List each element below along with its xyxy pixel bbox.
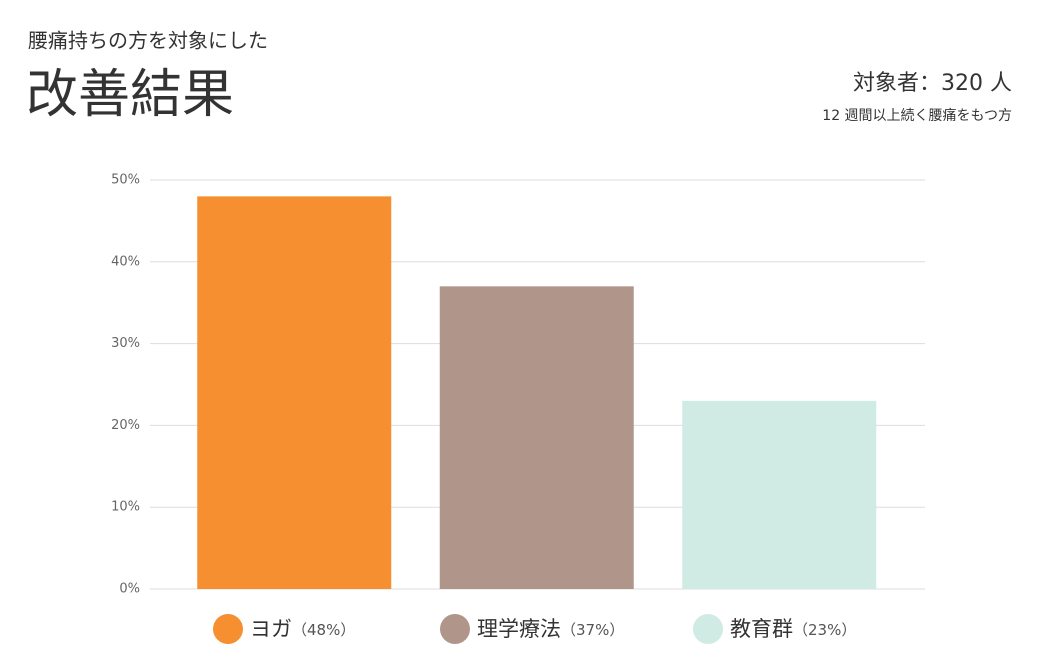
legend-value: （37%） [561, 621, 624, 639]
legend-value: （23%） [793, 621, 856, 639]
y-tick-label: 0% [119, 582, 140, 597]
legend-category: 教育群 [730, 617, 793, 641]
y-tick-label: 30% [111, 336, 140, 351]
legend-label: 理学療法（37%） [477, 617, 624, 641]
legend-swatch [693, 614, 723, 644]
chart-note-sub: 12 週間以上続く腰痛をもつ方 [822, 107, 1012, 124]
legend-category: 理学療法 [477, 617, 561, 641]
legend-label: ヨガ（48%） [250, 617, 355, 641]
chart-note: 対象者：320 人 [853, 71, 1012, 96]
legend-category: ヨガ [250, 617, 292, 641]
y-tick-label: 50% [111, 173, 140, 188]
bar [682, 400, 877, 589]
legend-swatch [213, 614, 243, 644]
legend-label: 教育群（23%） [730, 617, 856, 641]
chart-title: 改善結果 [26, 65, 234, 125]
legend-swatch [440, 614, 470, 644]
y-tick-label: 20% [111, 418, 140, 433]
bar [439, 286, 634, 589]
bar [197, 196, 392, 590]
y-tick-label: 10% [111, 500, 140, 515]
y-tick-label: 40% [111, 254, 140, 269]
legend-value: （48%） [292, 621, 355, 639]
chart-subtitle: 腰痛持ちの方を対象にした [28, 29, 268, 53]
